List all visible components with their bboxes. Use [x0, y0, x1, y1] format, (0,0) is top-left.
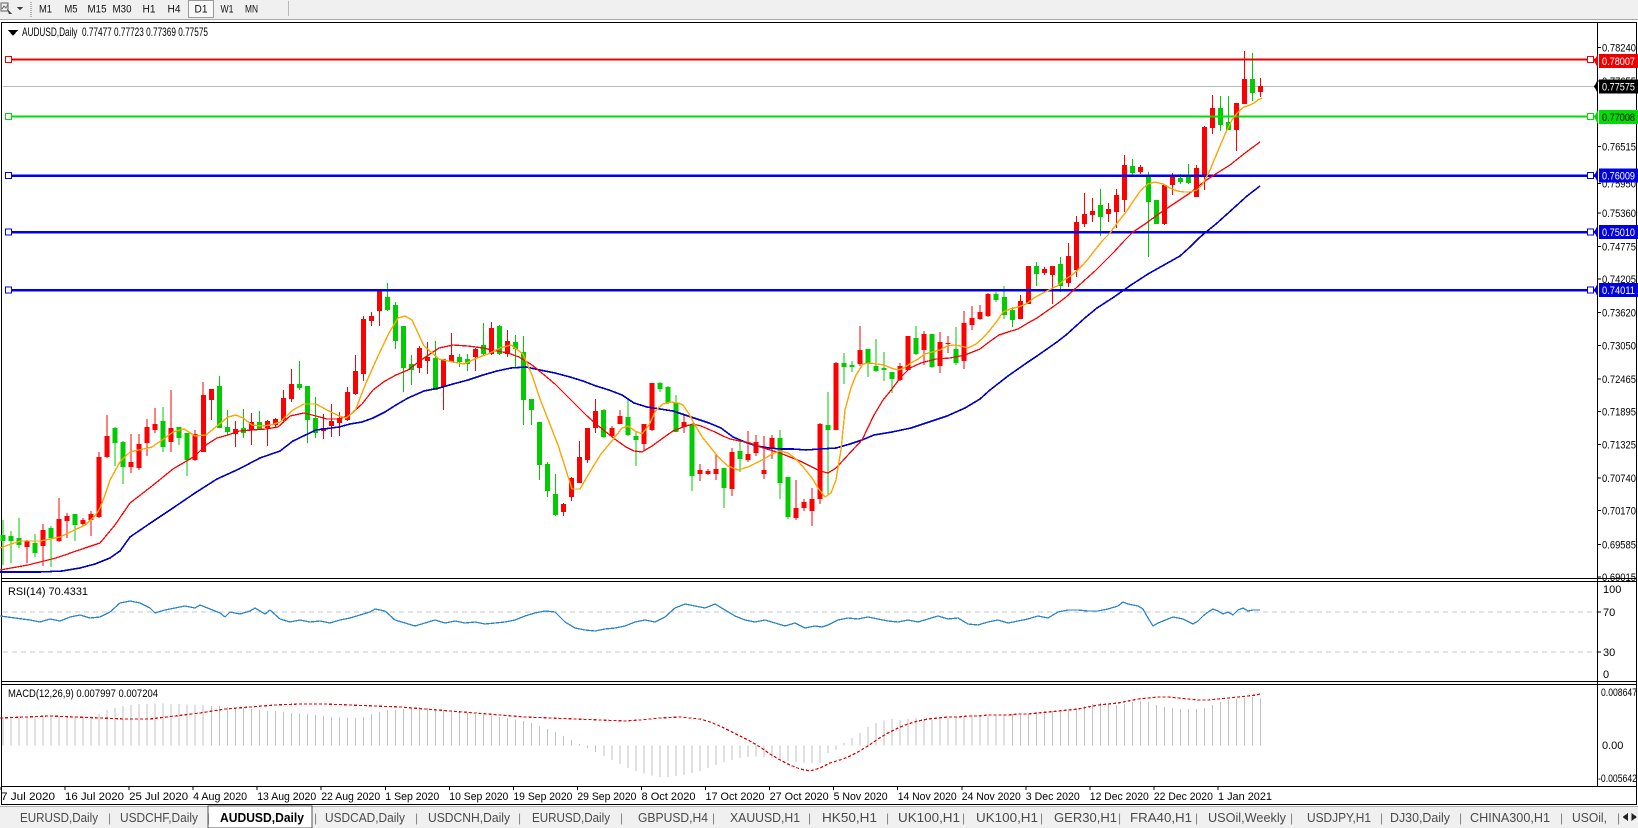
svg-text:|: | — [1290, 811, 1293, 825]
svg-text:30: 30 — [1603, 647, 1615, 659]
svg-text:0.00: 0.00 — [1602, 740, 1623, 752]
svg-text:0.70170: 0.70170 — [1602, 506, 1636, 518]
svg-text:|: | — [1040, 811, 1043, 825]
svg-text:22 Dec 2020: 22 Dec 2020 — [1154, 791, 1213, 803]
svg-text:GBPUSD,H4: GBPUSD,H4 — [638, 811, 708, 825]
svg-text:0.76009: 0.76009 — [1602, 171, 1635, 183]
svg-text:GER30,H1: GER30,H1 — [1054, 811, 1117, 825]
svg-text:70: 70 — [1603, 607, 1615, 619]
svg-text:CHINA300,H1: CHINA300,H1 — [1470, 811, 1550, 825]
svg-text:|: | — [620, 811, 623, 825]
svg-text:|: | — [1459, 811, 1462, 825]
svg-text:0.70740: 0.70740 — [1602, 473, 1636, 485]
svg-text:25 Jul 2020: 25 Jul 2020 — [129, 791, 188, 803]
svg-text:14 Nov 2020: 14 Nov 2020 — [898, 791, 957, 803]
svg-text:RSI(14) 70.4331: RSI(14) 70.4331 — [8, 586, 88, 598]
svg-text:M15: M15 — [88, 4, 107, 16]
svg-text:|: | — [808, 811, 811, 825]
svg-text:USDJPY,H1: USDJPY,H1 — [1307, 811, 1371, 825]
svg-text:0.008647: 0.008647 — [1601, 687, 1637, 699]
svg-text:13 Aug 2020: 13 Aug 2020 — [257, 791, 316, 803]
svg-text:0.77008: 0.77008 — [1602, 112, 1635, 124]
svg-text:|: | — [108, 811, 111, 825]
svg-text:1 Jan 2021: 1 Jan 2021 — [1218, 791, 1272, 803]
svg-text:3 Dec 2020: 3 Dec 2020 — [1026, 791, 1080, 803]
svg-text:M1: M1 — [39, 4, 52, 16]
svg-text:H1: H1 — [143, 4, 156, 16]
svg-text:|: | — [1617, 811, 1620, 825]
svg-text:USOil,: USOil, — [1572, 811, 1607, 825]
svg-text:|: | — [518, 811, 521, 825]
svg-text:W1: W1 — [221, 4, 234, 16]
svg-text:USOil,Weekly: USOil,Weekly — [1208, 811, 1287, 825]
svg-text:0.76515: 0.76515 — [1602, 142, 1636, 154]
svg-text:USDCHF,Daily: USDCHF,Daily — [120, 811, 199, 825]
svg-text:-0.005642: -0.005642 — [1598, 773, 1637, 785]
svg-text:17 Oct 2020: 17 Oct 2020 — [706, 791, 765, 803]
svg-text:MACD(12,26,9) 0.007997 0.00720: MACD(12,26,9) 0.007997 0.007204 — [8, 688, 158, 700]
svg-text:27 Oct 2020: 27 Oct 2020 — [770, 791, 829, 803]
svg-text:0.75360: 0.75360 — [1602, 208, 1636, 220]
svg-text:D1: D1 — [195, 4, 208, 16]
svg-text:0.75010: 0.75010 — [1602, 227, 1635, 239]
svg-text:0.74011: 0.74011 — [1602, 285, 1635, 297]
svg-text:|: | — [415, 811, 418, 825]
svg-text:EURUSD,Daily: EURUSD,Daily — [20, 811, 99, 825]
svg-text:UK100,H1: UK100,H1 — [976, 811, 1038, 825]
svg-text:|: | — [962, 811, 965, 825]
svg-text:H4: H4 — [168, 4, 181, 16]
svg-text:22 Aug 2020: 22 Aug 2020 — [321, 791, 380, 803]
svg-text:USDCNH,Daily: USDCNH,Daily — [428, 811, 511, 825]
svg-text:M5: M5 — [65, 4, 78, 16]
svg-text:AUDUSD,Daily: AUDUSD,Daily — [220, 811, 304, 825]
svg-text:7 Jul 2020: 7 Jul 2020 — [1, 791, 55, 803]
svg-text:0.78240: 0.78240 — [1602, 43, 1636, 55]
svg-text:0.73620: 0.73620 — [1602, 308, 1636, 320]
svg-text:DJ30,Daily: DJ30,Daily — [1390, 811, 1451, 825]
svg-text:HK50,H1: HK50,H1 — [822, 811, 877, 825]
svg-text:0: 0 — [1603, 669, 1609, 681]
svg-text:24 Nov 2020: 24 Nov 2020 — [962, 791, 1021, 803]
svg-text:EURUSD,Daily: EURUSD,Daily — [532, 811, 611, 825]
svg-text:0.74775: 0.74775 — [1602, 241, 1636, 253]
svg-text:USDCAD,Daily: USDCAD,Daily — [325, 811, 406, 825]
svg-text:UK100,H1: UK100,H1 — [898, 811, 960, 825]
svg-text:|: | — [1380, 811, 1383, 825]
svg-text:XAUUSD,H1: XAUUSD,H1 — [730, 811, 800, 825]
svg-text:|: | — [314, 811, 317, 825]
svg-text:0.72465: 0.72465 — [1602, 374, 1636, 386]
svg-text:|: | — [1195, 811, 1198, 825]
svg-text:AUDUSD,Daily 0.77477 0.77723: AUDUSD,Daily 0.77477 0.77723 0.77369 0.7… — [22, 25, 208, 39]
svg-text:0.69585: 0.69585 — [1602, 539, 1636, 551]
svg-text:FRA40,H1: FRA40,H1 — [1130, 811, 1192, 825]
svg-text:100: 100 — [1603, 584, 1621, 596]
svg-text:|: | — [1560, 811, 1563, 825]
svg-text:1 Sep 2020: 1 Sep 2020 — [385, 791, 439, 803]
svg-text:5 Nov 2020: 5 Nov 2020 — [834, 791, 888, 803]
svg-text:0.71325: 0.71325 — [1602, 439, 1636, 451]
svg-text:|: | — [1118, 811, 1121, 825]
svg-text:29 Sep 2020: 29 Sep 2020 — [577, 791, 636, 803]
svg-text:4 Aug 2020: 4 Aug 2020 — [193, 791, 247, 803]
svg-text:0.77575: 0.77575 — [1602, 82, 1635, 94]
svg-text:10 Sep 2020: 10 Sep 2020 — [449, 791, 508, 803]
svg-text:|: | — [712, 811, 715, 825]
svg-text:0.69015: 0.69015 — [1602, 572, 1636, 584]
svg-text:19 Sep 2020: 19 Sep 2020 — [513, 791, 572, 803]
svg-text:|: | — [207, 811, 210, 825]
svg-text:0.73050: 0.73050 — [1602, 340, 1636, 352]
svg-text:|: | — [886, 811, 889, 825]
svg-text:8 Oct 2020: 8 Oct 2020 — [642, 791, 696, 803]
svg-text:MN: MN — [245, 4, 258, 16]
svg-text:16 Jul 2020: 16 Jul 2020 — [65, 791, 124, 803]
svg-text:M30: M30 — [113, 4, 132, 16]
svg-text:0.78007: 0.78007 — [1602, 56, 1635, 68]
svg-text:12 Dec 2020: 12 Dec 2020 — [1090, 791, 1149, 803]
svg-text:0.71895: 0.71895 — [1602, 407, 1636, 419]
